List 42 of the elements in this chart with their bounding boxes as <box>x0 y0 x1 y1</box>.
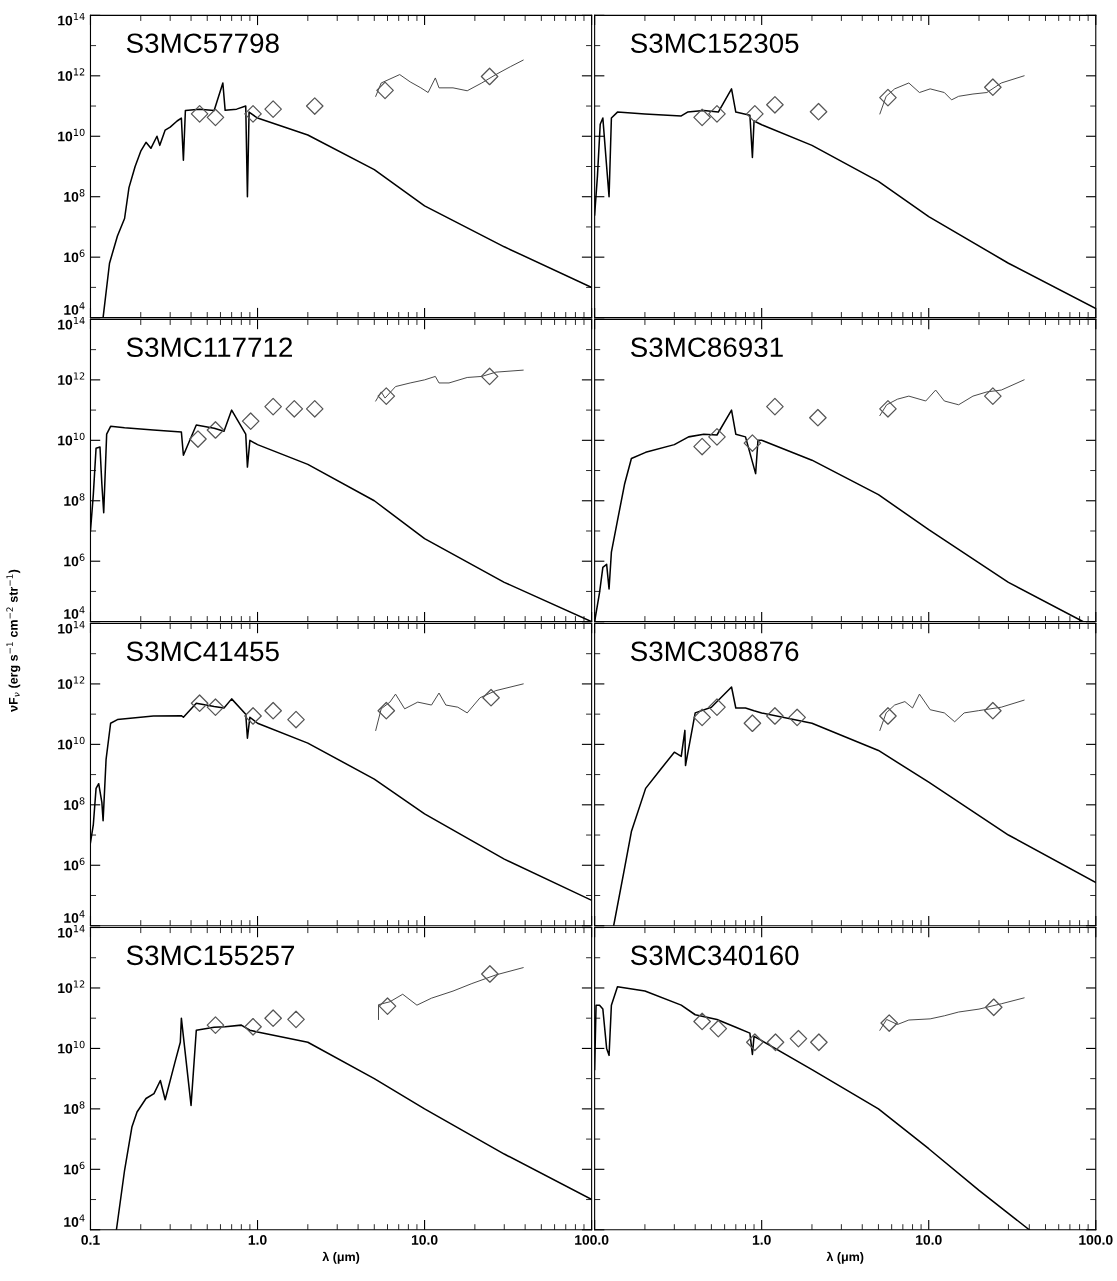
y-tick-label: 10$^{14}$ <box>58 925 85 938</box>
y-tick-label: 10$^{4}$ <box>64 910 85 923</box>
text: S3MC57798 <box>126 33 279 54</box>
x-tick-label: 10.0 <box>411 1234 438 1245</box>
x-tick-label: 100.0 <box>575 1234 609 1245</box>
y-tick-label: 10$^{4}$ <box>64 606 85 619</box>
y-tick-label: 10$^{4}$ <box>64 1214 85 1227</box>
x-tick-label: 0.1 <box>81 1234 100 1245</box>
x-axis-title: λ (μm) <box>826 1251 864 1264</box>
y-tick-label: 10$^{6}$ <box>64 553 85 567</box>
y-tick-label: 10$^{6}$ <box>64 1161 85 1175</box>
y-tick-label: 10$^{14}$ <box>58 12 85 26</box>
x-tick-label: 1.0 <box>248 1234 267 1245</box>
y-tick-label: 10$^{12}$ <box>58 980 85 994</box>
text: S3MC117712 <box>126 337 292 358</box>
y-tick-label: 10$^{8}$ <box>64 1101 85 1114</box>
x-tick-label: 10.0 <box>916 1234 942 1245</box>
text: S3MC152305 <box>630 33 799 54</box>
text: S3MC86931 <box>630 337 783 358</box>
y-tick-label: 10$^{12}$ <box>58 372 85 385</box>
y-tick-label: 10$^{8}$ <box>64 493 85 506</box>
x-tick-label: 100.0 <box>1079 1234 1113 1245</box>
y-tick-label: 10$^{12}$ <box>58 676 85 689</box>
x-tick-label: 1.0 <box>752 1234 771 1245</box>
y-tick-label: 10$^{12}$ <box>58 68 85 81</box>
text: S3MC308876 <box>630 641 799 662</box>
text: S3MC340160 <box>630 945 799 966</box>
y-tick-label: 10$^{14}$ <box>58 316 85 330</box>
y-tick-label: 10$^{8}$ <box>64 189 85 202</box>
y-tick-label: 10$^{10}$ <box>58 128 85 142</box>
y-tick-label: 10$^{10}$ <box>58 1040 85 1054</box>
y-tick-label: 10$^{6}$ <box>64 857 85 871</box>
y-tick-label: 10$^{6}$ <box>64 249 85 263</box>
y-tick-label: 10$^{8}$ <box>64 797 85 810</box>
text: νF$_{ν}$ (erg s$^{−1}$ cm$^{−2}$ str$^{−1}$) <box>6 569 21 712</box>
x-axis-title: λ (μm) <box>322 1251 360 1264</box>
y-tick-label: 10$^{10}$ <box>58 432 85 446</box>
y-tick-label: 10$^{10}$ <box>58 736 85 750</box>
y-tick-label: 10$^{14}$ <box>58 621 85 634</box>
text: S3MC41455 <box>126 641 279 662</box>
y-tick-label: 10$^{4}$ <box>64 302 85 315</box>
text: S3MC155257 <box>126 945 295 966</box>
